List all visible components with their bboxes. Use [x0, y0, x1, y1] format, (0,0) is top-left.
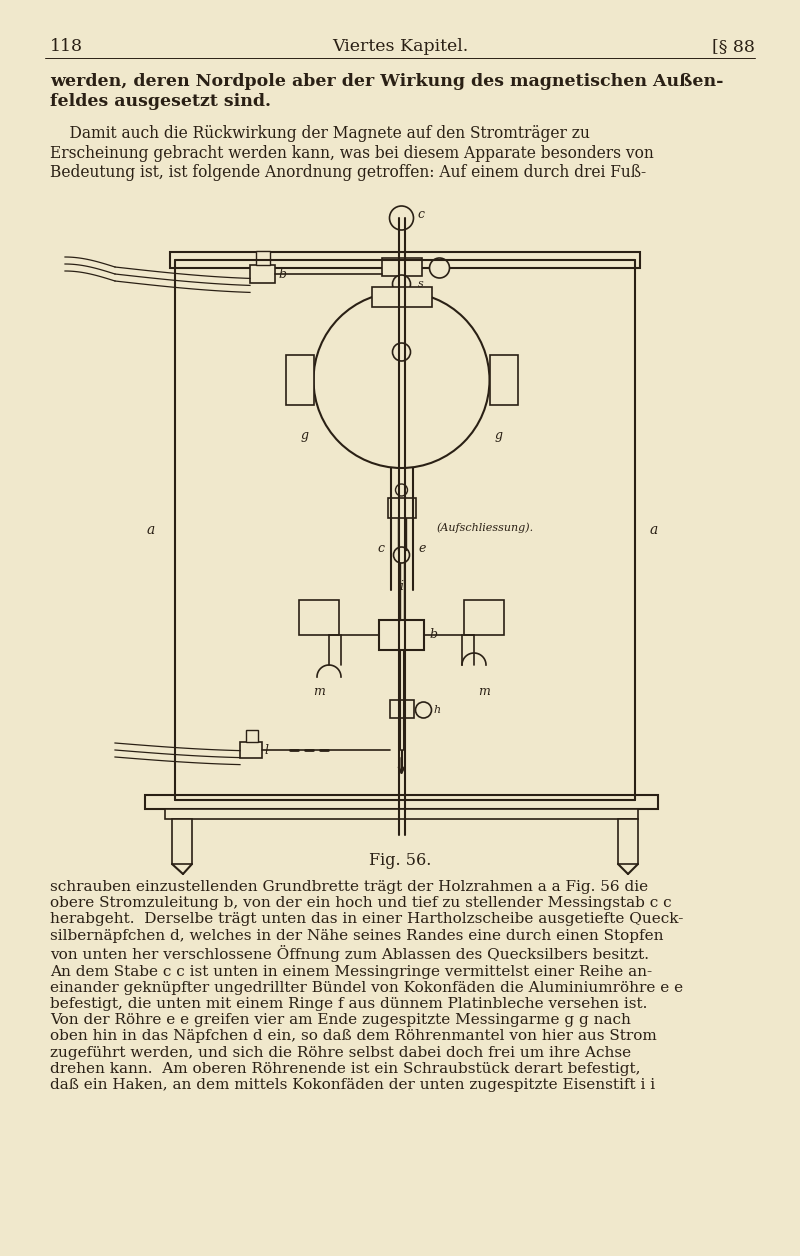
Bar [246, 730, 258, 742]
Circle shape [415, 702, 431, 718]
Bar [387, 497, 415, 517]
Text: a: a [146, 522, 155, 538]
Bar [250, 265, 275, 283]
Bar [299, 600, 339, 636]
Text: l: l [264, 744, 268, 756]
Text: (Aufschliessung).: (Aufschliessung). [437, 522, 534, 534]
Bar [240, 742, 262, 759]
Bar [286, 355, 314, 404]
Circle shape [314, 291, 490, 468]
Text: a: a [650, 522, 658, 538]
Text: c: c [418, 208, 425, 221]
Bar [618, 819, 638, 864]
Circle shape [393, 275, 410, 293]
Text: werden, deren Nordpole aber der Wirkung des magnetischen Außen-
feldes ausgesetz: werden, deren Nordpole aber der Wirkung … [50, 73, 723, 109]
Bar [145, 795, 658, 809]
Circle shape [393, 343, 410, 360]
Text: s: s [418, 279, 423, 289]
Circle shape [390, 206, 414, 230]
Text: b: b [278, 268, 286, 280]
Text: Viertes Kapitel.: Viertes Kapitel. [332, 38, 468, 55]
Bar [165, 809, 638, 819]
Bar [172, 819, 192, 864]
Bar [390, 700, 414, 718]
Bar [256, 251, 270, 265]
Text: i: i [399, 580, 403, 593]
Text: e: e [418, 541, 426, 554]
Text: Damit auch die Rückwirkung der Magnete auf den Stromträger zu
Erscheinung gebrac: Damit auch die Rückwirkung der Magnete a… [50, 126, 654, 181]
Bar [464, 600, 504, 636]
Bar [382, 257, 422, 276]
Bar [379, 620, 424, 651]
Text: b: b [429, 628, 437, 642]
Text: g: g [301, 428, 309, 442]
Text: schrauben einzustellenden Grundbrette trägt der Holzrahmen a a Fig. 56 die
obere: schrauben einzustellenden Grundbrette tr… [50, 880, 683, 1091]
Bar [371, 288, 431, 306]
Text: m: m [478, 685, 490, 698]
Circle shape [394, 548, 410, 563]
Circle shape [395, 484, 407, 496]
Text: h: h [434, 705, 441, 715]
Text: [§ 88: [§ 88 [712, 38, 755, 55]
Text: m: m [313, 685, 325, 698]
Bar [170, 252, 640, 268]
Text: 118: 118 [50, 38, 83, 55]
Text: c: c [378, 541, 385, 554]
Circle shape [430, 257, 450, 278]
Text: g: g [494, 428, 502, 442]
Text: Fig. 56.: Fig. 56. [369, 852, 431, 869]
Bar [490, 355, 518, 404]
